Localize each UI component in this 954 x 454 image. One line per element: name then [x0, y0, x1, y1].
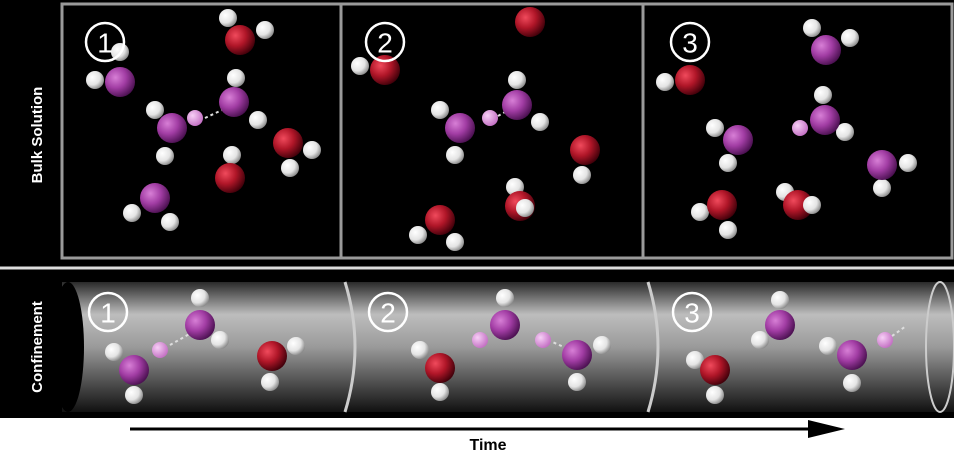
row-label: Confinement [29, 301, 46, 393]
atom [446, 146, 464, 164]
atom [191, 289, 209, 307]
atom [873, 179, 891, 197]
axis-label: Time [469, 437, 506, 454]
atom [723, 125, 753, 155]
atom [431, 101, 449, 119]
atom [792, 120, 808, 136]
atom [899, 154, 917, 172]
atom [765, 310, 795, 340]
atom [771, 291, 789, 309]
atom [867, 150, 897, 180]
atom [156, 147, 174, 165]
atom [691, 203, 709, 221]
atom [411, 341, 429, 359]
atom [409, 226, 427, 244]
atom [152, 342, 168, 358]
atom [496, 289, 514, 307]
atom [751, 331, 769, 349]
step-number: 3 [682, 28, 698, 59]
atom [482, 110, 498, 126]
atom [227, 69, 245, 87]
atom [803, 19, 821, 37]
atom [140, 183, 170, 213]
atom [803, 196, 821, 214]
atom [225, 25, 255, 55]
atom [351, 57, 369, 75]
atom [502, 90, 532, 120]
atom [819, 337, 837, 355]
atom [211, 331, 229, 349]
atom [261, 373, 279, 391]
atom [814, 86, 832, 104]
atom [508, 71, 526, 89]
atom [445, 113, 475, 143]
atom [568, 373, 586, 391]
atom [105, 343, 123, 361]
atom [843, 374, 861, 392]
atom [706, 119, 724, 137]
atom [841, 29, 859, 47]
atom [287, 337, 305, 355]
atom [187, 110, 203, 126]
step-number: 2 [380, 298, 396, 329]
atom [472, 332, 488, 348]
atom [516, 199, 534, 217]
atom [810, 105, 840, 135]
step-number: 2 [377, 28, 393, 59]
atom [675, 65, 705, 95]
time-arrow [130, 420, 845, 438]
step-number: 3 [684, 298, 700, 329]
atom [425, 205, 455, 235]
atom [877, 332, 893, 348]
atom [125, 386, 143, 404]
atom [837, 340, 867, 370]
atom [431, 383, 449, 401]
atom [593, 336, 611, 354]
atom [490, 310, 520, 340]
atom [146, 101, 164, 119]
step-number: 1 [97, 28, 113, 59]
atom [656, 73, 674, 91]
atom [707, 190, 737, 220]
atom [811, 35, 841, 65]
step-number: 1 [100, 298, 116, 329]
atom [119, 355, 149, 385]
atom [215, 163, 245, 193]
figure: Bulk Solution Confinement Time 1 2 3 1 2 3 [0, 0, 954, 454]
atom [105, 67, 135, 97]
atom [535, 332, 551, 348]
atom [531, 113, 549, 131]
atom [425, 353, 455, 383]
atom [515, 7, 545, 37]
atom [562, 340, 592, 370]
atom [249, 111, 267, 129]
atom [446, 233, 464, 251]
atom [719, 221, 737, 239]
atom [700, 355, 730, 385]
atom [185, 310, 215, 340]
atom [570, 135, 600, 165]
atom [273, 128, 303, 158]
atom [719, 154, 737, 172]
atom [157, 113, 187, 143]
atom [86, 71, 104, 89]
atom [123, 204, 141, 222]
atom [706, 386, 724, 404]
atom [370, 55, 400, 85]
atom [223, 146, 241, 164]
atom [219, 9, 237, 27]
atom [257, 341, 287, 371]
atom [161, 213, 179, 231]
atom [573, 166, 591, 184]
atom [281, 159, 299, 177]
atom [303, 141, 321, 159]
atom [256, 21, 274, 39]
row-label: Bulk Solution [29, 87, 46, 184]
atom [219, 87, 249, 117]
